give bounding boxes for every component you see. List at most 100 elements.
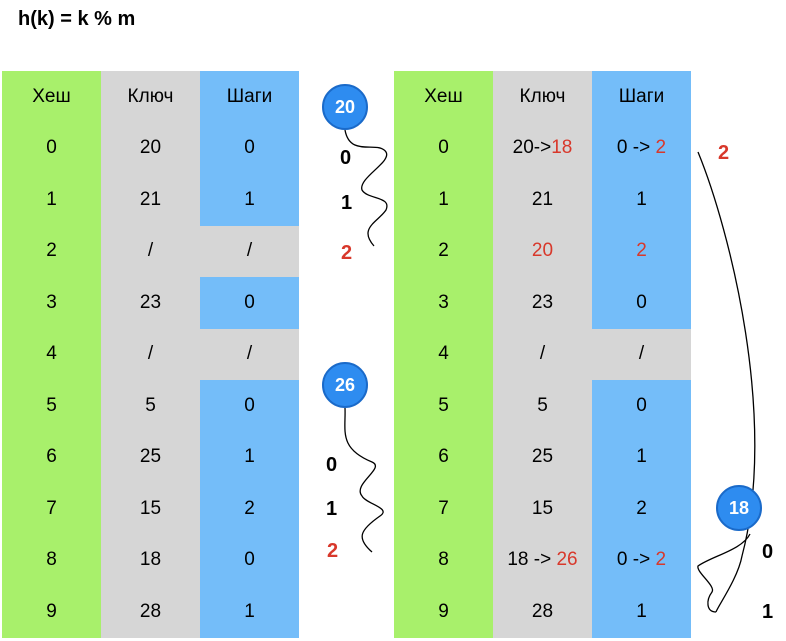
table-row: 4 / / — [2, 328, 299, 380]
steps-cell: 1 — [200, 431, 299, 483]
steps-value: / — [246, 343, 253, 365]
bubble-20: 20 — [322, 84, 368, 130]
hash-cell: 5 — [394, 380, 493, 432]
key-value: 25 — [139, 446, 162, 468]
right-hash-table: Хеш Ключ Шаги 0 20-> 18 0 -> 2 1 21 1 2 20 2 3 23 0 4//5… — [394, 71, 691, 638]
key-cell: / — [101, 225, 200, 277]
left-hash-table: Хеш Ключ Шаги 0 20 0 1 21 1 2//3 23 0 4//5 5 0 6 25 1 7 15 2… — [2, 71, 299, 638]
probe-label-20-0: 0 — [340, 147, 352, 169]
steps-cell: 1 — [592, 431, 691, 483]
hash-cell: 8 — [394, 534, 493, 586]
hash-cell: 2 — [394, 225, 493, 277]
key-cell: 20 — [101, 122, 200, 174]
steps-value: 2 — [636, 497, 647, 519]
table-row: 7 15 2 — [2, 483, 299, 535]
probe-label-20-1: 1 — [341, 192, 353, 214]
steps-cell: 0 — [200, 534, 299, 586]
table-row: 2 / / — [2, 225, 299, 277]
key-new-value: 26 — [556, 549, 578, 571]
table-row: 7 15 2 — [394, 483, 691, 535]
key-value: / — [147, 240, 154, 262]
table-row: 3 23 0 — [394, 277, 691, 329]
key-cell: 21 — [493, 174, 592, 226]
key-cell: 18 -> 26 — [493, 534, 592, 586]
table-row: 1 21 1 — [2, 174, 299, 226]
key-cell: 18 — [101, 534, 200, 586]
bubble-26: 26 — [322, 362, 368, 408]
steps-cell: 0 — [200, 122, 299, 174]
right-table-header: Хеш Ключ Шаги — [394, 71, 691, 123]
key-cell: 23 — [493, 277, 592, 329]
key-value: 23 — [531, 291, 554, 313]
table-row: 9 28 1 — [394, 586, 691, 638]
table-row: 5 5 0 — [2, 380, 299, 432]
steps-value: 1 — [636, 446, 647, 468]
key-cell: 5 — [493, 380, 592, 432]
probe-path-18-bottom — [697, 533, 751, 613]
steps-value: 1 — [636, 600, 647, 622]
steps-new-value: 2 — [655, 137, 667, 159]
hash-cell: 3 — [2, 277, 101, 329]
key-value: 20 — [139, 137, 162, 159]
hash-cell: 0 — [394, 122, 493, 174]
steps-value: 1 — [636, 188, 647, 210]
key-cell: 25 — [101, 431, 200, 483]
key-value: 21 — [139, 188, 162, 210]
key-value: / — [147, 343, 154, 365]
probe-path-26 — [344, 407, 384, 553]
probe-label-18-0: 0 — [762, 541, 774, 563]
steps-value: 0 — [636, 291, 647, 313]
steps-cell: 1 — [592, 586, 691, 638]
key-value: 25 — [531, 446, 554, 468]
hash-cell: 7 — [394, 483, 493, 535]
bubble-18: 18 — [716, 485, 762, 531]
key-value: 15 — [139, 497, 162, 519]
probe-label-26-2: 2 — [327, 540, 339, 562]
table-row: 0 20 0 — [2, 122, 299, 174]
key-new-value: 20 — [531, 240, 554, 262]
table-row: 0 20-> 18 0 -> 2 — [394, 122, 691, 174]
steps-new-value: 2 — [655, 549, 667, 571]
steps-cell: 0 — [592, 380, 691, 432]
right-header-steps: Шаги — [592, 71, 691, 123]
table-row: 4 / / — [394, 328, 691, 380]
steps-value: 1 — [244, 188, 255, 210]
steps-cell: 0 — [200, 277, 299, 329]
key-cell: 21 — [101, 174, 200, 226]
steps-cell: 0 — [592, 277, 691, 329]
table-row: 8 18 0 — [2, 534, 299, 586]
hash-cell: 2 — [2, 225, 101, 277]
key-value: 28 — [531, 600, 554, 622]
steps-cell: / — [592, 328, 691, 380]
hash-cell: 3 — [394, 277, 493, 329]
key-cell: 25 — [493, 431, 592, 483]
steps-cell: 1 — [200, 174, 299, 226]
key-value: 18 -> — [507, 549, 557, 571]
key-cell: 23 — [101, 277, 200, 329]
hash-cell: 1 — [394, 174, 493, 226]
left-table-header: Хеш Ключ Шаги — [2, 71, 299, 123]
key-cell: 20 — [493, 225, 592, 277]
key-cell: / — [493, 328, 592, 380]
table-row: 9 28 1 — [2, 586, 299, 638]
hash-cell: 7 — [2, 483, 101, 535]
key-cell: 28 — [493, 586, 592, 638]
steps-cell: 0 -> 2 — [592, 122, 691, 174]
steps-value: 0 -> — [616, 549, 656, 571]
right-header-key: Ключ — [493, 71, 592, 123]
table-row: 6 25 1 — [2, 431, 299, 483]
key-cell: 28 — [101, 586, 200, 638]
steps-cell: 0 — [200, 380, 299, 432]
probe-label-18-1: 1 — [762, 601, 774, 623]
key-value: 21 — [531, 188, 554, 210]
formula-title: h(k) = k % m — [18, 8, 136, 30]
key-value: 15 — [531, 497, 554, 519]
key-cell: / — [101, 328, 200, 380]
probe-label-26-1: 1 — [326, 498, 338, 520]
hash-cell: 6 — [394, 431, 493, 483]
steps-value: / — [638, 343, 645, 365]
key-cell: 15 — [101, 483, 200, 535]
table-row: 5 5 0 — [394, 380, 691, 432]
steps-value: 2 — [244, 497, 255, 519]
